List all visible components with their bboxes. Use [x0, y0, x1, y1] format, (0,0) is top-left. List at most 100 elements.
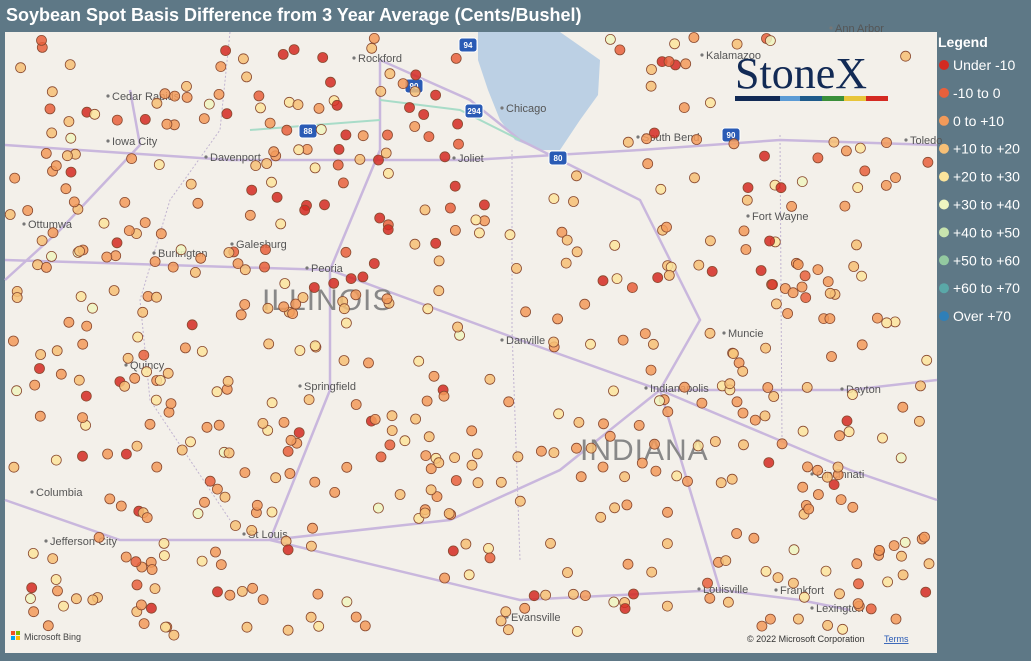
legend-label: +20 to +30: [953, 169, 1020, 185]
location-dot: [165, 398, 177, 410]
location-dot: [579, 298, 591, 310]
copyright: © 2022 Microsoft Corporation: [747, 634, 865, 644]
location-dot: [418, 109, 430, 120]
city-label: Evansville: [511, 612, 561, 624]
location-dot: [585, 338, 596, 350]
location-dot: [410, 413, 422, 425]
location-dot: [315, 124, 327, 135]
location-dot: [257, 594, 269, 605]
location-dot: [622, 136, 634, 148]
location-dot: [77, 412, 88, 424]
location-dot: [512, 451, 524, 463]
city-label: Louisville: [703, 584, 748, 596]
location-dot: [236, 586, 248, 597]
location-dot: [278, 416, 290, 428]
location-dot: [742, 182, 754, 194]
city-marker: [230, 242, 234, 246]
city-marker: [644, 386, 648, 390]
location-dot: [453, 138, 464, 150]
location-dot: [450, 53, 462, 64]
location-dot: [119, 196, 131, 208]
location-dot: [275, 218, 287, 230]
location-dot: [64, 59, 76, 70]
location-dot: [636, 457, 648, 469]
location-dot: [649, 127, 660, 139]
location-dot: [452, 118, 464, 130]
lake-michigan: [478, 32, 600, 150]
location-dot: [223, 447, 235, 459]
terms-link[interactable]: Terms: [884, 634, 909, 644]
location-dot: [131, 579, 143, 591]
location-dot: [199, 496, 210, 508]
location-dot: [536, 445, 547, 457]
location-dot: [58, 600, 69, 612]
location-dot: [608, 385, 619, 397]
location-dot: [328, 277, 340, 289]
location-dot: [338, 303, 350, 315]
location-dot: [309, 476, 321, 488]
location-dot: [741, 194, 753, 206]
location-dot: [260, 244, 271, 256]
location-dot: [36, 235, 48, 247]
location-dot: [502, 624, 514, 636]
city-marker: [810, 472, 814, 476]
location-dot: [65, 166, 77, 178]
location-dot: [859, 165, 871, 177]
location-dot: [382, 224, 394, 236]
location-dot: [775, 182, 787, 194]
location-dot: [650, 465, 662, 477]
location-dot: [628, 588, 639, 600]
location-dot: [146, 564, 158, 575]
location-dot: [409, 121, 421, 132]
location-dot: [211, 386, 223, 398]
location-dot: [872, 312, 883, 324]
location-dot: [553, 408, 564, 420]
location-dot: [266, 397, 278, 409]
location-dot: [122, 352, 134, 364]
location-dot: [46, 250, 57, 262]
location-dot: [341, 596, 353, 608]
location-dot: [89, 108, 101, 120]
location-dot: [568, 588, 579, 600]
location-dot: [609, 502, 620, 514]
location-dot: [373, 154, 384, 166]
location-dot: [111, 237, 123, 249]
location-dot: [646, 566, 658, 578]
location-dot: [293, 144, 305, 156]
location-dot: [693, 259, 705, 271]
location-dot: [129, 372, 141, 384]
location-dot: [350, 611, 362, 623]
location-dot: [4, 209, 16, 220]
legend-swatch: [939, 199, 949, 210]
location-dot: [11, 385, 23, 397]
location-dot: [28, 606, 39, 618]
location-dot: [865, 603, 877, 615]
location-dot: [384, 439, 396, 451]
location-dot: [196, 555, 208, 567]
location-dot: [313, 620, 325, 632]
location-dot: [645, 80, 657, 92]
location-dot: [87, 594, 99, 606]
location-dot: [826, 351, 837, 362]
location-dot: [340, 246, 352, 258]
location-dot: [386, 425, 398, 436]
location-dot: [138, 349, 150, 361]
location-dot: [381, 293, 393, 305]
city-marker: [810, 606, 814, 610]
state-label: ILLINOIS: [262, 284, 393, 317]
location-dot: [571, 626, 583, 637]
location-dot: [561, 234, 573, 246]
city-marker: [904, 138, 908, 142]
location-dot: [50, 574, 62, 585]
location-dot: [645, 364, 657, 376]
location-dot: [52, 585, 63, 597]
location-dot: [439, 572, 451, 584]
location-dot: [788, 577, 799, 589]
location-dot: [332, 159, 344, 171]
location-dot: [702, 577, 713, 589]
location-dot: [151, 291, 162, 303]
location-dot: [210, 546, 221, 558]
location-dot: [235, 309, 247, 321]
